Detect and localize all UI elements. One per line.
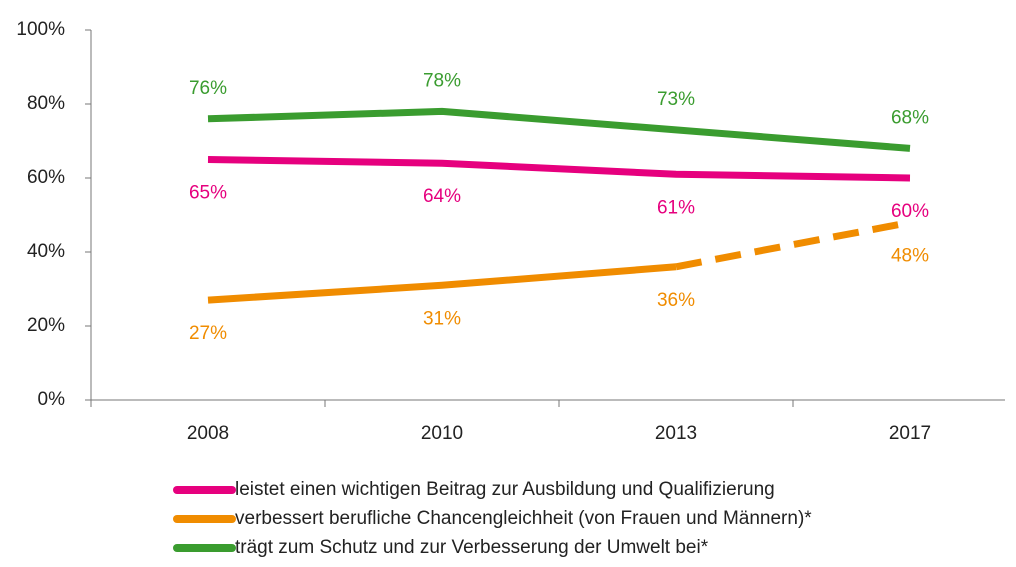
y-tick-label: 100% xyxy=(16,19,65,40)
legend-label: trägt zum Schutz und zur Verbesserung de… xyxy=(235,537,709,558)
series-line-dashed xyxy=(675,218,911,271)
y-tick-label: 80% xyxy=(27,93,65,114)
data-label: 27% xyxy=(189,323,227,344)
data-label: 65% xyxy=(189,183,227,204)
data-label: 61% xyxy=(657,197,695,218)
legend-label: verbessert berufliche Chancengleichheit … xyxy=(235,508,812,529)
x-tick-label: 2008 xyxy=(187,423,229,444)
x-tick-label: 2013 xyxy=(655,423,697,444)
y-tick-label: 20% xyxy=(27,315,65,336)
data-label: 78% xyxy=(423,70,461,91)
x-tick-label: 2017 xyxy=(889,423,931,444)
x-tick-label: 2010 xyxy=(421,423,463,444)
data-label: 60% xyxy=(891,201,929,222)
series-line xyxy=(207,263,677,304)
y-tick-label: 0% xyxy=(38,389,66,410)
data-label: 68% xyxy=(891,107,929,128)
legend-label: leistet einen wichtigen Beitrag zur Ausb… xyxy=(235,479,775,500)
data-label: 31% xyxy=(423,308,461,329)
data-label: 64% xyxy=(423,186,461,207)
y-tick-label: 60% xyxy=(27,167,65,188)
data-label: 73% xyxy=(657,89,695,110)
series-line xyxy=(207,107,911,152)
data-label: 76% xyxy=(189,78,227,99)
y-tick-label: 40% xyxy=(27,241,65,262)
series-line xyxy=(207,156,911,182)
data-label: 36% xyxy=(657,290,695,311)
data-label: 48% xyxy=(891,245,929,266)
